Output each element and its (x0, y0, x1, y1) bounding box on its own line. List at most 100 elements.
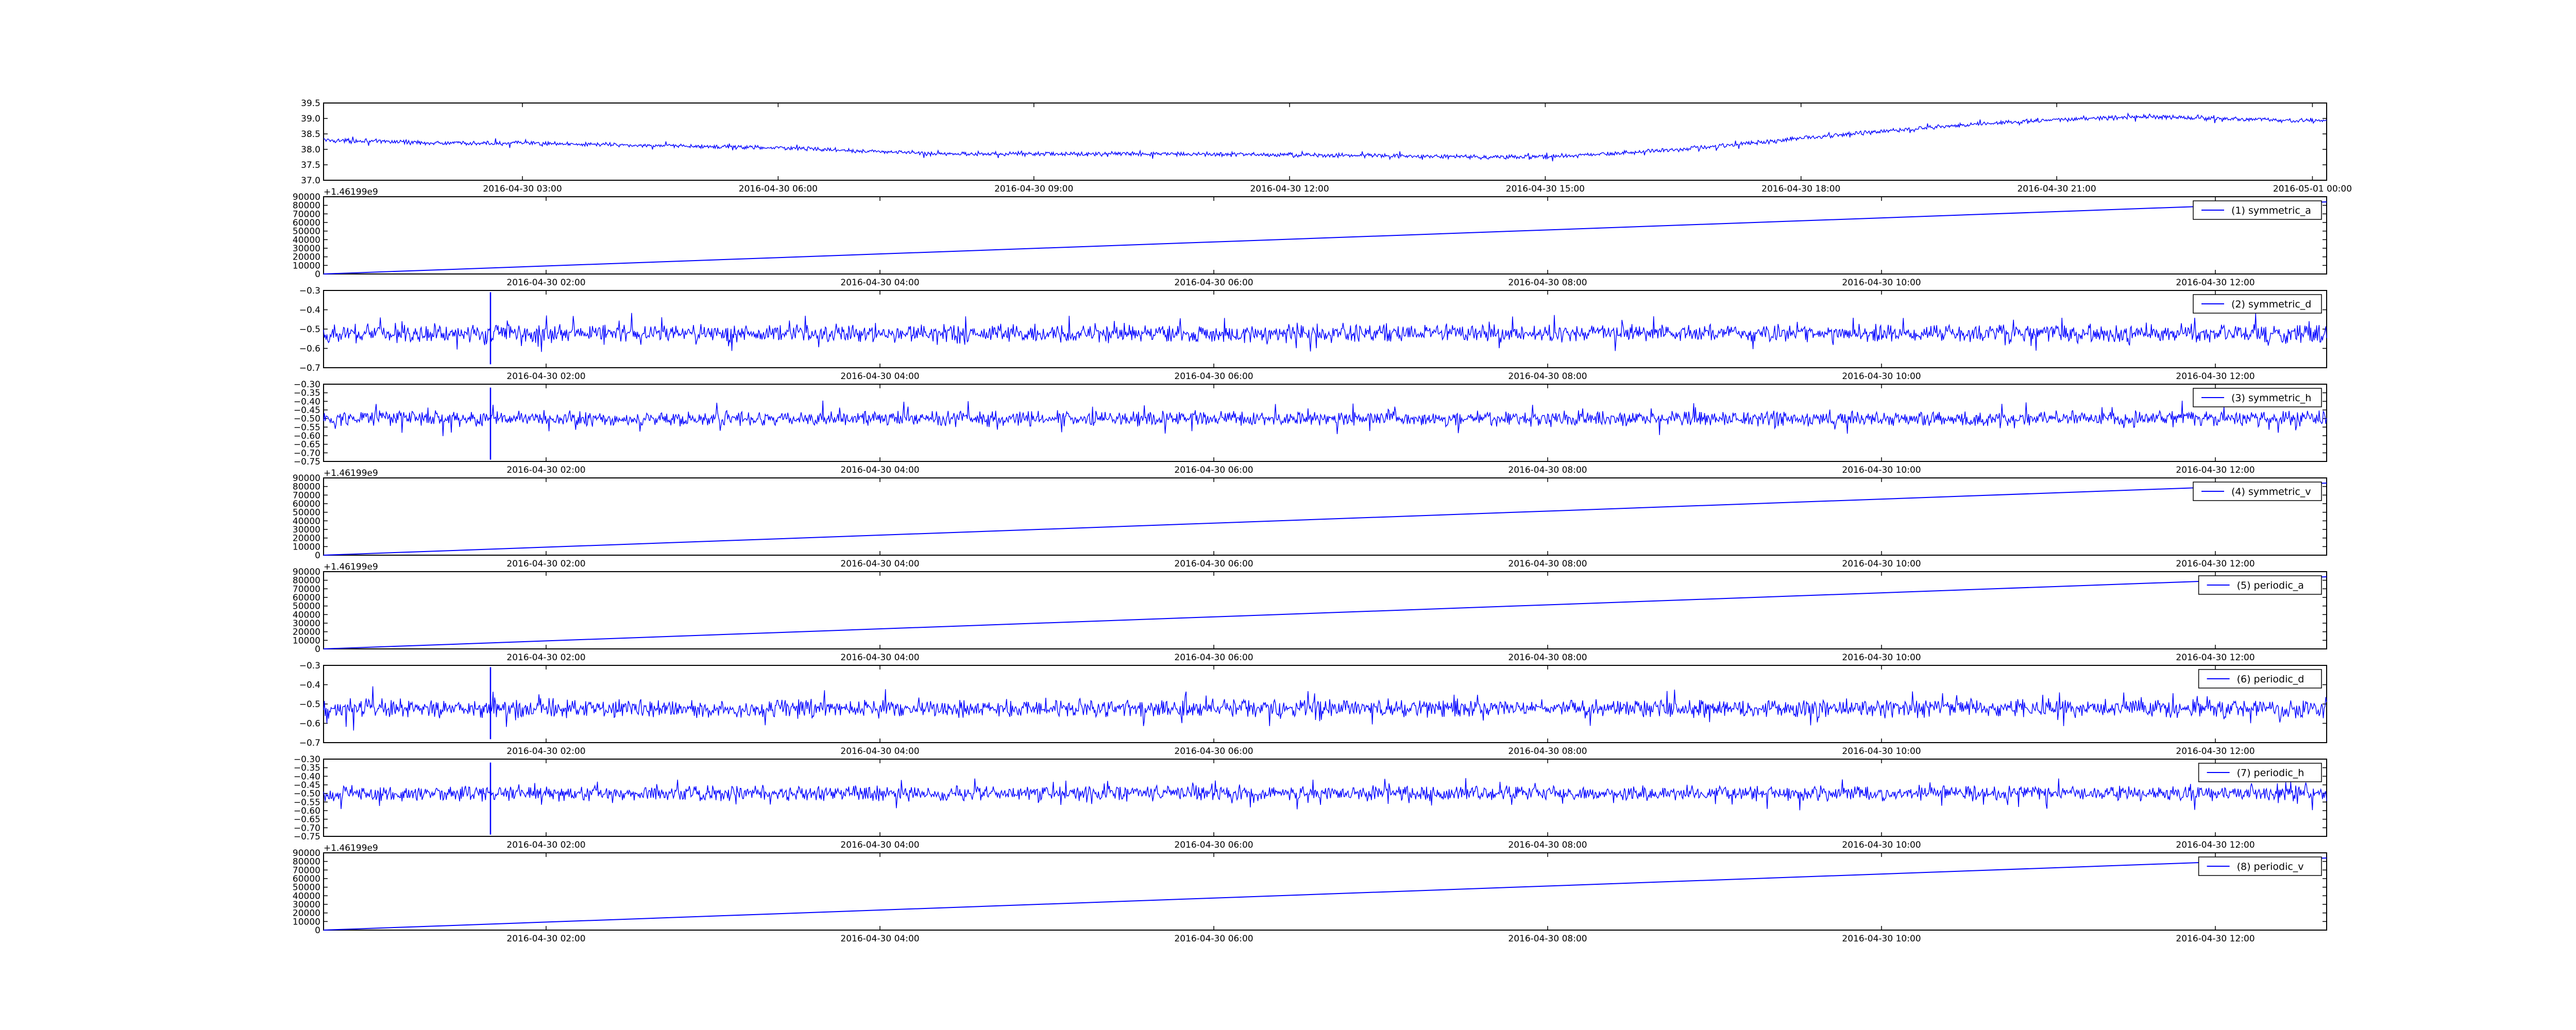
axis-offset-text: +1.46199e9 (324, 187, 378, 197)
x-tick-label: 2016-04-30 04:00 (840, 465, 919, 475)
chart-panel-2: 0100002000030000400005000060000700008000… (293, 187, 2327, 288)
y-tick-label: −0.7 (299, 363, 320, 373)
y-tick-label: 90000 (293, 848, 320, 859)
x-tick-label: 2016-04-30 08:00 (1508, 371, 1587, 382)
y-tick-label: 30000 (293, 244, 320, 254)
y-tick-label: 0 (315, 925, 320, 936)
y-tick-label: 39.5 (301, 98, 320, 109)
y-tick-label: 40000 (293, 235, 320, 245)
y-tick-label: 80000 (293, 482, 320, 492)
x-tick-label: 2016-04-30 06:00 (1174, 653, 1253, 663)
y-tick-label: 50000 (293, 602, 320, 612)
y-tick-label: 60000 (293, 593, 320, 603)
x-tick-label: 2016-04-30 12:00 (2176, 840, 2255, 850)
legend: (2) symmetric_d (2193, 294, 2322, 314)
axes-frame (323, 852, 2327, 931)
y-tick-label: 80000 (293, 576, 320, 586)
y-tick-label: 60000 (293, 218, 320, 228)
x-tick-label: 2016-04-30 02:00 (506, 371, 585, 382)
chart-panel-1: 37.0 37.5 38.0 38.5 39.0 39.5 2016-04-30 03:00… (301, 98, 2352, 194)
y-tick-label: 30000 (293, 619, 320, 629)
legend: (7) periodic_h (2198, 763, 2322, 782)
x-tick-label: 2016-04-30 08:00 (1508, 653, 1587, 663)
y-tick-label: −0.45 (294, 405, 320, 416)
y-tick-label: −0.3 (299, 661, 320, 671)
y-tick-label: 60000 (293, 874, 320, 884)
y-tick-label: −0.35 (294, 388, 320, 399)
axes-frame (323, 196, 2327, 274)
x-tick-label: 2016-05-01 00:00 (2273, 184, 2352, 194)
y-tick-label: 37.5 (301, 160, 320, 170)
legend-label: (6) periodic_d (2237, 674, 2304, 685)
chart-panel-4: −0.75−0.70−0.65−0.60−0.55−0.50−0.45−0.40… (294, 380, 2327, 475)
y-tick-label: 39.0 (301, 114, 320, 124)
x-tick-label: 2016-04-30 02:00 (506, 840, 585, 850)
x-tick-label: 2016-04-30 10:00 (1842, 746, 1921, 757)
x-tick-label: 2016-04-30 06:00 (1174, 559, 1253, 569)
chart-panel-5: 0100002000030000400005000060000700008000… (293, 468, 2327, 569)
y-tick-label: −0.65 (294, 815, 320, 825)
x-tick-label: 2016-04-30 15:00 (1506, 184, 1585, 194)
legend: (8) periodic_v (2198, 856, 2322, 876)
x-tick-label: 2016-04-30 12:00 (2176, 278, 2255, 288)
y-tick-label: −0.55 (294, 422, 320, 433)
y-tick-label: 20000 (293, 534, 320, 544)
x-tick-label: 2016-04-30 21:00 (2017, 184, 2096, 194)
y-tick-label: 80000 (293, 857, 320, 867)
legend-label: (8) periodic_v (2237, 861, 2304, 872)
x-tick-label: 2016-04-30 04:00 (840, 934, 919, 944)
y-tick-label: −0.7 (299, 738, 320, 748)
x-tick-label: 2016-04-30 08:00 (1508, 559, 1587, 569)
axis-offset-text: +1.46199e9 (324, 562, 378, 572)
y-tick-label: −0.6 (299, 719, 320, 729)
y-tick-label: −0.30 (294, 380, 320, 390)
y-tick-label: 70000 (293, 490, 320, 501)
y-tick-label: −0.70 (294, 448, 320, 458)
y-tick-label: 40000 (293, 891, 320, 901)
y-tick-label: 37.0 (301, 176, 320, 186)
y-tick-label: 0 (315, 644, 320, 655)
legend-label: (1) symmetric_a (2231, 205, 2311, 216)
y-tick-label: −0.5 (299, 699, 320, 710)
x-tick-label: 2016-04-30 02:00 (506, 746, 585, 757)
y-tick-label: −0.75 (294, 457, 320, 467)
y-tick-label: 38.5 (301, 129, 320, 140)
y-tick-label: −0.4 (299, 680, 320, 691)
x-tick-label: 2016-04-30 10:00 (1842, 934, 1921, 944)
y-tick-label: −0.60 (294, 431, 320, 441)
series-line (323, 686, 2327, 731)
legend: (6) periodic_d (2198, 669, 2322, 689)
x-tick-label: 2016-04-30 04:00 (840, 840, 919, 850)
axes-frame (323, 384, 2327, 462)
y-tick-label: 30000 (293, 525, 320, 535)
x-tick-label: 2016-04-30 06:00 (1174, 934, 1253, 944)
x-tick-label: 2016-04-30 08:00 (1508, 465, 1587, 475)
x-tick-label: 2016-04-30 06:00 (1174, 840, 1253, 850)
y-tick-label: −0.40 (294, 397, 320, 407)
y-tick-label: 50000 (293, 508, 320, 518)
legend-label: (2) symmetric_d (2231, 299, 2311, 310)
x-tick-label: 2016-04-30 04:00 (840, 278, 919, 288)
y-tick-label: −0.35 (294, 763, 320, 774)
y-tick-label: −0.55 (294, 797, 320, 808)
x-tick-label: 2016-04-30 08:00 (1508, 278, 1587, 288)
axes-frame (323, 571, 2327, 649)
series-line (323, 857, 2327, 931)
series-line (323, 778, 2327, 811)
x-tick-label: 2016-04-30 12:00 (2176, 371, 2255, 382)
y-tick-label: 38.0 (301, 145, 320, 155)
y-tick-label: 70000 (293, 584, 320, 594)
x-tick-label: 2016-04-30 04:00 (840, 559, 919, 569)
y-tick-label: 0 (315, 269, 320, 280)
legend-label: (5) periodic_a (2237, 580, 2304, 591)
series-line (323, 400, 2327, 436)
x-tick-label: 2016-04-30 02:00 (506, 559, 585, 569)
y-tick-label: 90000 (293, 192, 320, 202)
x-tick-label: 2016-04-30 18:00 (1761, 184, 1840, 194)
x-tick-label: 2016-04-30 10:00 (1842, 371, 1921, 382)
y-tick-label: −0.40 (294, 771, 320, 782)
x-tick-label: 2016-04-30 04:00 (840, 746, 919, 757)
chart-panel-3: −0.7 −0.6 −0.5 −0.4 −0.3 2016-04-30 02:00 2016… (299, 286, 2327, 382)
y-tick-label: 20000 (293, 627, 320, 638)
axis-offset-text: +1.46199e9 (324, 843, 378, 853)
